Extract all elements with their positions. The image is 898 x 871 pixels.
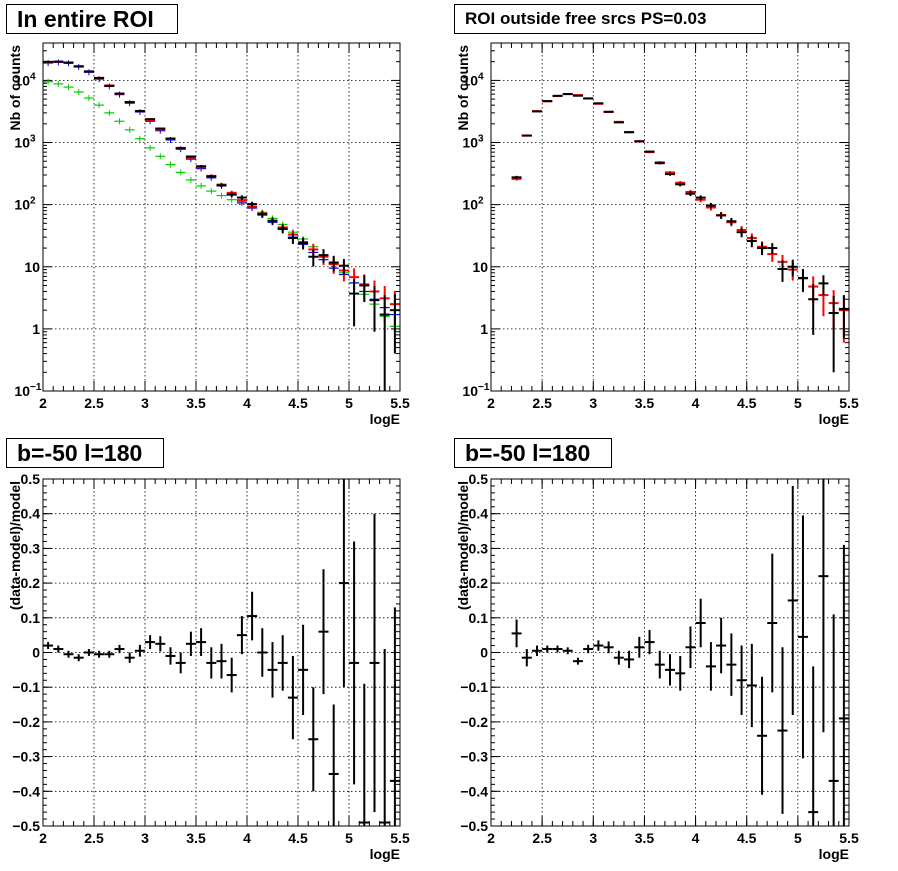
x-axis-label: logE: [819, 411, 849, 427]
y-tick-label: 1: [480, 321, 488, 337]
panel-3: 2 2.5 3 3.5 4 4.5 5 5.5 −0.5 −0.4 −0.3 −0.2 −0.1 0 0.1…: [7, 471, 410, 862]
plot-frame: [490, 478, 850, 827]
y-tick-label: 10: [14, 197, 30, 213]
y-tick-label: 10: [14, 135, 30, 151]
x-tick-label: 3: [589, 395, 597, 411]
panel-1-title: In entire ROI: [6, 4, 178, 34]
y-tick-label: 0.5: [21, 471, 41, 487]
y-tick-exponent: 2: [478, 196, 484, 207]
plot-frame: [42, 478, 401, 827]
y-tick-label: 10: [14, 383, 30, 399]
y-tick-label: 0.5: [469, 471, 489, 487]
y-tick-exponent: −1: [30, 382, 42, 393]
y-tick-exponent: 3: [30, 134, 36, 145]
y-tick-exponent: −1: [478, 382, 490, 393]
y-tick-label: 0.3: [21, 540, 41, 556]
y-tick-label: −0.3: [12, 749, 40, 765]
x-tick-label: 2.5: [532, 830, 552, 846]
x-tick-label: 4: [243, 830, 251, 846]
y-tick-label: 10: [462, 72, 478, 88]
y-tick-label: 10: [462, 383, 478, 399]
x-tick-label: 5.5: [839, 395, 859, 411]
panel-4: 2 2.5 3 3.5 4 4.5 5 5.5 −0.5 −0.4 −0.3 −0.2 −0.1 0 0.1…: [455, 471, 859, 862]
y-tick-label: 1: [32, 321, 40, 337]
y-axis-label: (data-model)/model: [455, 481, 471, 610]
y-tick-exponent: 2: [30, 196, 36, 207]
x-tick-label: 4: [692, 830, 700, 846]
x-tick-label: 3.5: [635, 395, 655, 411]
x-tick-label: 3: [589, 830, 597, 846]
x-tick-label: 4.5: [288, 830, 308, 846]
y-tick-label: 10: [462, 197, 478, 213]
x-tick-label: 5: [345, 830, 353, 846]
y-tick-label: 0: [32, 645, 40, 661]
x-tick-label: 5.5: [390, 395, 410, 411]
x-tick-label: 3.5: [186, 395, 206, 411]
y-tick-label: 0.1: [469, 610, 489, 626]
x-tick-label: 2: [487, 830, 495, 846]
x-tick-label: 2.5: [84, 830, 104, 846]
x-tick-label: 2.5: [84, 395, 104, 411]
x-tick-label: 5: [345, 395, 353, 411]
y-tick-label: 0.2: [469, 575, 489, 591]
panel-2-title: ROI outside free srcs PS=0.03: [454, 4, 766, 34]
x-axis-label: logE: [370, 411, 400, 427]
y-tick-label: 0.1: [21, 610, 41, 626]
y-tick-label: −0.1: [12, 679, 40, 695]
y-tick-label: 0.2: [21, 575, 41, 591]
y-tick-label: 10: [462, 135, 478, 151]
y-tick-label: 10: [472, 259, 488, 275]
y-tick-label: −0.5: [12, 818, 40, 834]
x-axis-label: logE: [370, 846, 400, 862]
x-tick-label: 5: [794, 395, 802, 411]
y-tick-label: −0.3: [460, 749, 488, 765]
x-tick-label: 5.5: [839, 830, 859, 846]
y-tick-exponent: 3: [478, 134, 484, 145]
x-tick-label: 5: [794, 830, 802, 846]
y-tick-label: −0.5: [460, 818, 488, 834]
x-tick-label: 2: [487, 395, 495, 411]
y-tick-exponent: 4: [478, 71, 484, 82]
x-tick-label: 4: [692, 395, 700, 411]
y-axis-label: Nb of counts: [7, 45, 23, 131]
y-tick-label: −0.1: [460, 679, 488, 695]
x-tick-label: 2.5: [532, 395, 552, 411]
y-tick-label: 0.3: [469, 540, 489, 556]
x-axis-label: logE: [819, 846, 849, 862]
y-tick-label: −0.2: [12, 714, 40, 730]
y-tick-label: 0.4: [21, 506, 41, 522]
y-axis-label: Nb of counts: [455, 45, 471, 131]
y-tick-label: 0.4: [469, 506, 489, 522]
x-tick-label: 2: [39, 395, 47, 411]
x-tick-label: 3.5: [186, 830, 206, 846]
x-tick-label: 3.5: [635, 830, 655, 846]
y-tick-label: −0.4: [12, 783, 40, 799]
x-tick-label: 5.5: [390, 830, 410, 846]
y-tick-label: 10: [14, 72, 30, 88]
x-tick-label: 3: [141, 830, 149, 846]
y-tick-label: 0: [480, 645, 488, 661]
y-axis-label: (data-model)/model: [7, 481, 23, 610]
y-tick-label: −0.2: [460, 714, 488, 730]
x-tick-label: 4: [243, 395, 251, 411]
x-tick-label: 4.5: [737, 395, 757, 411]
y-tick-exponent: 4: [30, 71, 36, 82]
x-tick-label: 4.5: [288, 395, 308, 411]
x-tick-label: 3: [141, 395, 149, 411]
plot-frame: [42, 42, 401, 392]
plot-frame: [490, 42, 850, 392]
x-tick-label: 2: [39, 830, 47, 846]
y-tick-label: −0.4: [460, 783, 488, 799]
y-tick-label: 10: [24, 259, 40, 275]
panel-3-title: b=-50 l=180: [6, 438, 164, 468]
panel-4-title: b=-50 l=180: [454, 438, 612, 468]
x-tick-label: 4.5: [737, 830, 757, 846]
